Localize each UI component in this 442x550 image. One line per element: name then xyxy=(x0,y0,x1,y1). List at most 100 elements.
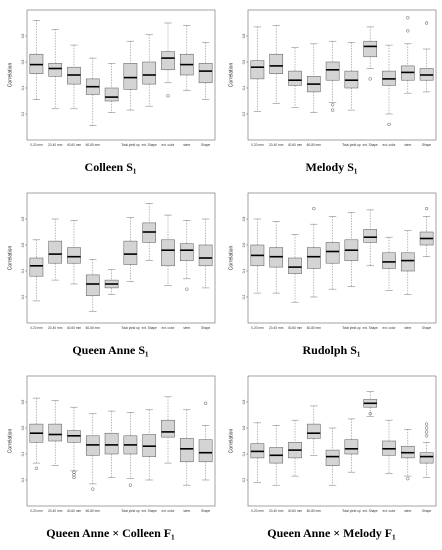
outlier-point xyxy=(387,122,391,127)
chart-panel: 0.2 0.4 0.6 0.8 Correlation 0-20 mm 20-40 mm 40… xyxy=(221,366,442,549)
box-8 xyxy=(382,419,396,474)
x-tick-label: 20-40 mm xyxy=(48,326,63,330)
iqr-box xyxy=(179,438,194,463)
plot-frame xyxy=(26,9,216,141)
box-7 xyxy=(363,391,378,417)
box-10 xyxy=(419,206,434,257)
plot-frame xyxy=(26,375,216,507)
x-tick-label: Shape xyxy=(201,326,210,330)
boxplot-chart: 0.2 0.4 0.6 0.8 Correlation 0-20 mm 20-40 mm 40… xyxy=(7,375,216,513)
x-tick-label: Total yield up xyxy=(121,326,140,330)
x-tick-label: ext. color xyxy=(383,509,397,513)
y-axis-label: Correlation xyxy=(7,246,13,271)
x-tick-label: ext. color xyxy=(162,326,176,330)
x-tick-label: 0-20 mm xyxy=(30,509,43,513)
box-3 xyxy=(67,406,81,480)
box-6 xyxy=(123,40,138,111)
iqr-box xyxy=(344,439,359,455)
x-tick-label: 60-80 mm xyxy=(86,326,101,330)
y-tick-label: 0.6 xyxy=(242,426,246,431)
iqr-box xyxy=(325,449,340,466)
box-4 xyxy=(306,43,321,113)
y-tick-label: 0.2 xyxy=(21,112,25,117)
iqr-box xyxy=(123,240,138,265)
box-6 xyxy=(344,42,359,111)
plot-frame xyxy=(26,192,216,324)
x-tick-label: Shape xyxy=(201,509,210,513)
plot-frame xyxy=(247,375,437,507)
y-axis-label: Correlation xyxy=(228,429,234,454)
x-tick-label: ext. color xyxy=(162,143,176,147)
y-tick-label: 0.6 xyxy=(242,243,246,248)
outlier-point xyxy=(424,426,429,430)
iqr-box xyxy=(67,247,81,264)
x-tick-label: 60-80 mm xyxy=(86,143,101,147)
x-tick-label: 20-40 mm xyxy=(48,143,63,147)
x-tick-label: ext. color xyxy=(162,509,176,513)
iqr-box xyxy=(306,423,321,439)
chart-caption: Rudolph S₁ xyxy=(302,343,361,357)
x-tick-label: 60-80 mm xyxy=(86,509,101,513)
box-9 xyxy=(179,25,194,91)
x-tick-label: ext. color xyxy=(383,326,397,330)
iqr-box xyxy=(325,61,340,81)
x-tick-label: 40-60 mm xyxy=(288,143,303,147)
outlier-point xyxy=(424,422,429,426)
boxplot-chart: 0.2 0.4 0.6 0.8 Correlation 0-20 mm 20-40 mm 40… xyxy=(228,375,437,513)
outlier-point xyxy=(368,412,372,416)
iqr-box xyxy=(104,87,119,102)
box-5 xyxy=(104,62,119,113)
x-tick-label: Shape xyxy=(422,143,431,147)
chart-caption: Colleen S₁ xyxy=(84,160,137,174)
y-axis-label: Correlation xyxy=(228,63,234,88)
box-8 xyxy=(382,236,396,291)
box-3 xyxy=(288,234,302,303)
x-tick-label: 40-60 mm xyxy=(288,509,303,513)
chart-panel: 0.2 0.4 0.6 0.8 Correlation 0-20 mm 20-40 mm 40… xyxy=(0,0,221,183)
box-10 xyxy=(198,401,213,481)
iqr-box xyxy=(161,419,175,438)
outlier-point xyxy=(368,77,372,81)
box-2 xyxy=(269,425,284,486)
outlier-point xyxy=(203,401,208,405)
x-tick-label: 40-60 mm xyxy=(67,509,82,513)
box-7 xyxy=(142,34,157,107)
outlier-point xyxy=(406,29,410,33)
x-tick-label: ext. Shape xyxy=(363,509,378,513)
x-tick-label: ext. Shape xyxy=(363,326,378,330)
outlier-point xyxy=(406,477,410,481)
iqr-box xyxy=(142,61,157,85)
x-tick-label: Total yield up xyxy=(342,143,361,147)
x-tick-label: ext. Shape xyxy=(142,509,157,513)
box-5 xyxy=(325,427,340,486)
box-4 xyxy=(306,206,321,298)
x-tick-label: 20-40 mm xyxy=(269,326,284,330)
y-tick-label: 0.4 xyxy=(21,452,25,457)
y-tick-label: 0.4 xyxy=(21,269,25,274)
x-tick-label: 40-60 mm xyxy=(67,326,82,330)
box-8 xyxy=(382,44,396,127)
box-2 xyxy=(48,29,63,110)
iqr-box xyxy=(198,244,213,267)
iqr-box xyxy=(419,452,434,464)
x-tick-label: stem xyxy=(183,509,190,513)
y-tick-label: 0.6 xyxy=(242,60,246,65)
y-axis-label: Correlation xyxy=(228,246,234,271)
iqr-box xyxy=(29,257,44,277)
box-2 xyxy=(48,218,63,281)
box-2 xyxy=(48,400,63,466)
box-4 xyxy=(306,405,321,456)
box-10 xyxy=(419,21,434,93)
x-tick-label: 20-40 mm xyxy=(48,509,63,513)
x-tick-label: stem xyxy=(404,143,411,147)
outlier-point xyxy=(312,206,316,211)
iqr-box xyxy=(198,439,213,463)
y-tick-label: 0.2 xyxy=(242,478,246,483)
y-tick-label: 0.2 xyxy=(242,112,246,117)
iqr-box xyxy=(104,432,119,455)
box-10 xyxy=(198,42,213,100)
y-tick-label: 0.4 xyxy=(242,86,246,91)
y-tick-label: 0.2 xyxy=(21,478,25,483)
iqr-box xyxy=(48,63,63,77)
box-1 xyxy=(250,218,265,294)
